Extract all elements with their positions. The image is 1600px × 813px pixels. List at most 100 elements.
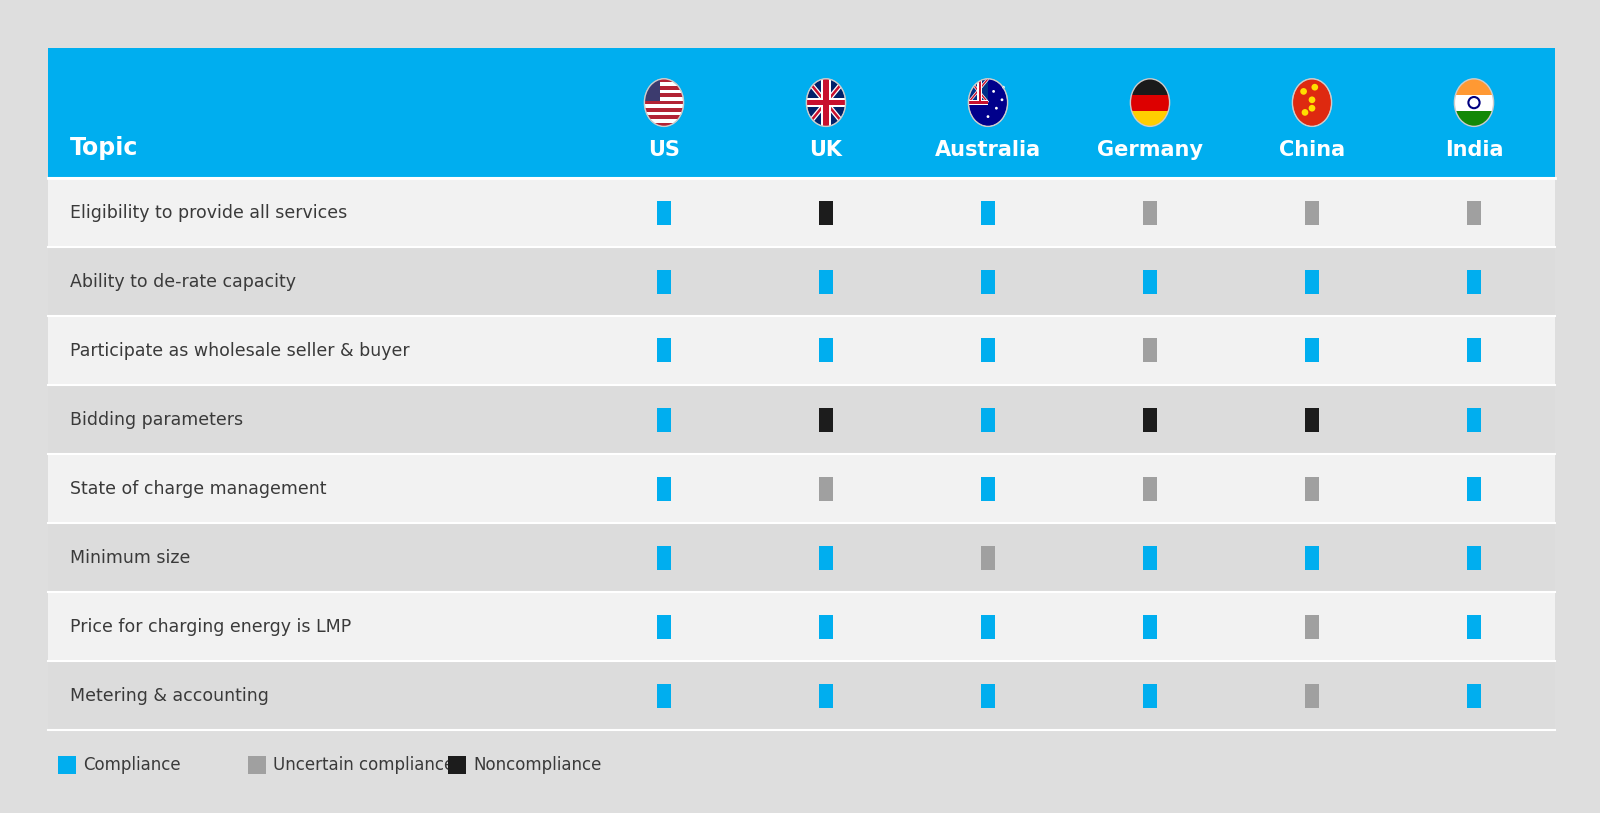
Bar [645,86,683,89]
Text: US: US [648,140,680,160]
Bar [658,407,670,432]
Bar [1142,615,1157,638]
Bar [806,98,845,107]
Bar [1467,407,1482,432]
Text: Topic: Topic [70,136,138,160]
Text: Metering & accounting: Metering & accounting [70,686,269,705]
Text: Ability to de-rate capacity: Ability to de-rate capacity [70,272,296,290]
Bar [1130,111,1170,127]
Bar [968,101,987,104]
Bar [819,476,834,501]
Text: Eligibility to provide all services: Eligibility to provide all services [70,203,347,221]
Text: UK: UK [810,140,843,160]
Bar [658,615,670,638]
Ellipse shape [1130,79,1170,126]
FancyArrow shape [805,78,846,127]
Bar [822,79,829,126]
Bar [981,684,995,707]
Bar [58,756,77,774]
Bar [819,407,834,432]
Text: Bidding parameters: Bidding parameters [70,411,243,428]
Bar [968,79,987,102]
FancyArrow shape [805,77,848,128]
Bar [981,546,995,569]
Bar [1142,476,1157,501]
Bar [978,79,982,102]
Bar [1306,684,1318,707]
Bar [1142,407,1157,432]
Ellipse shape [645,79,683,126]
Bar [1454,111,1493,127]
Bar [819,684,834,707]
Bar [819,546,834,569]
Bar [1467,615,1482,638]
Bar [1142,269,1157,293]
Bar [968,100,987,106]
Bar [1454,94,1493,111]
Bar [645,101,683,104]
Bar [1130,79,1170,94]
Bar [658,338,670,363]
Circle shape [1000,98,1003,101]
FancyArrow shape [805,77,848,128]
Ellipse shape [806,79,845,126]
Bar [981,201,995,224]
Bar [979,79,981,102]
Bar [658,201,670,224]
Bar [819,269,834,293]
FancyArrow shape [968,78,989,103]
FancyArrow shape [968,78,989,103]
Text: State of charge management: State of charge management [70,480,326,498]
Bar [645,79,683,82]
Bar [48,454,1555,523]
Bar [1467,476,1482,501]
Bar [1467,269,1482,293]
Bar [1130,94,1170,111]
Bar [981,269,995,293]
Bar [48,385,1555,454]
Bar [1306,615,1318,638]
Bar [448,756,466,774]
Bar [1306,338,1318,363]
Bar [981,338,995,363]
Bar [658,269,670,293]
Bar [1306,407,1318,432]
Bar [48,661,1555,730]
Bar [645,115,683,119]
Bar [1467,201,1482,224]
Circle shape [992,90,995,93]
Bar [658,684,670,707]
Bar [819,615,834,638]
Text: Participate as wholesale seller & buyer: Participate as wholesale seller & buyer [70,341,410,359]
Text: Noncompliance: Noncompliance [474,756,602,774]
Bar [806,100,845,106]
Text: Compliance: Compliance [83,756,181,774]
Text: Australia: Australia [934,140,1042,160]
Bar [1306,201,1318,224]
Bar [1306,476,1318,501]
Bar [48,592,1555,661]
Bar [48,316,1555,385]
Ellipse shape [968,79,1008,126]
Ellipse shape [1293,79,1331,126]
FancyArrow shape [968,78,989,103]
Bar [645,79,661,101]
Bar [1454,79,1493,94]
Circle shape [1309,97,1315,103]
Text: Uncertain compliance: Uncertain compliance [274,756,454,774]
Bar [48,523,1555,592]
Bar [658,476,670,501]
Bar [1142,684,1157,707]
Bar [1142,546,1157,569]
Circle shape [1302,109,1309,115]
Bar [248,756,266,774]
Circle shape [1002,86,1005,89]
Circle shape [1301,88,1307,95]
Bar [48,247,1555,316]
Bar [658,546,670,569]
Circle shape [1312,84,1318,90]
Bar [819,338,834,363]
Bar [1467,684,1482,707]
Bar [48,48,1555,178]
Bar [981,407,995,432]
